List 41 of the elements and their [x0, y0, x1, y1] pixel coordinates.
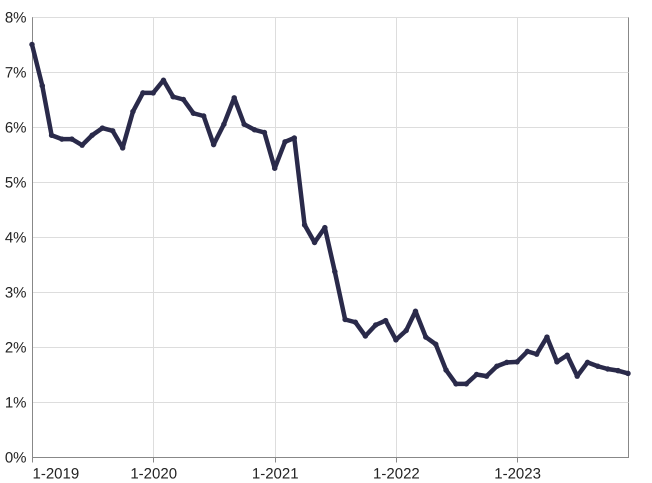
y-tick-label: 7% [4, 64, 26, 82]
point [221, 122, 227, 127]
y-tick-label: 1% [4, 394, 26, 412]
point [352, 320, 358, 325]
point [48, 132, 54, 138]
y-tick-label: 2% [4, 340, 26, 356]
point [262, 130, 268, 136]
point [282, 139, 288, 145]
point [170, 94, 176, 100]
point [372, 322, 378, 328]
point [29, 42, 35, 48]
point [494, 364, 500, 369]
x-tick-label: 1-2020 [130, 466, 178, 482]
x-tick-label: 1-2021 [252, 466, 299, 482]
point [190, 110, 196, 116]
point [464, 381, 470, 387]
point [584, 360, 590, 366]
y-tick-label: 5% [4, 174, 26, 192]
point [443, 367, 449, 373]
point [625, 370, 631, 376]
point [180, 96, 186, 102]
point [433, 342, 438, 347]
x-tick-label: 1-2019 [32, 466, 80, 482]
y-tick-label: 8% [4, 10, 26, 26]
x-tick-label: 1-2022 [373, 466, 420, 482]
point [342, 316, 348, 322]
point [252, 127, 258, 132]
y-tick-label: 6% [4, 120, 26, 136]
y-tick-label: 0% [4, 450, 26, 466]
point [40, 83, 46, 88]
point [423, 334, 429, 340]
point [403, 328, 409, 334]
point [524, 348, 530, 354]
point [130, 108, 136, 114]
point [79, 142, 85, 148]
point [241, 122, 247, 127]
point [474, 372, 480, 378]
y-tick-label: 3% [4, 284, 26, 302]
point [89, 132, 95, 138]
y-tick-label: 4% [4, 230, 26, 246]
x-tick-label: 1-2023 [494, 466, 541, 482]
